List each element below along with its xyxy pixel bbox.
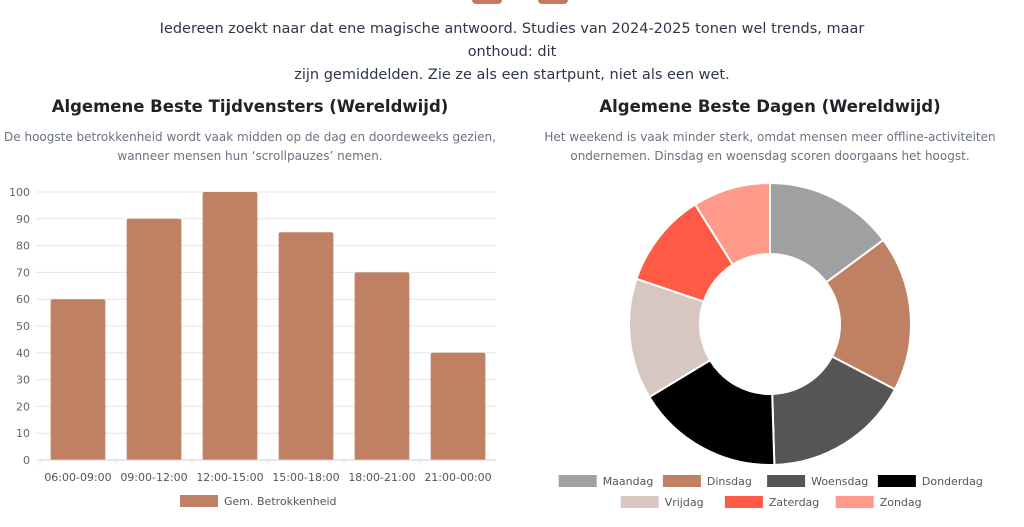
legend-label: Zaterdag — [769, 496, 819, 509]
legend-label: Maandag — [603, 475, 654, 488]
donut-chart-subtitle-line-1: Het weekend is vaak minder sterk, omdat … — [544, 130, 996, 144]
legend-swatch — [767, 475, 806, 487]
legend-swatch — [877, 475, 916, 487]
donut-slice — [771, 355, 897, 466]
x-tick-label: 09:00-12:00 — [120, 471, 187, 484]
y-tick-label: 70 — [16, 266, 30, 279]
legend-swatch — [620, 496, 659, 508]
y-tick-label: 40 — [16, 347, 30, 360]
y-tick-label: 20 — [16, 400, 30, 413]
bar — [354, 272, 410, 460]
y-tick-label: 80 — [16, 240, 30, 253]
bar-chart-subtitle: De hoogste betrokkenheid wordt vaak midd… — [0, 128, 500, 166]
bar — [278, 232, 334, 460]
legend-label: Dinsdag — [707, 475, 752, 488]
y-tick-label: 60 — [16, 293, 30, 306]
intro-text: Iedereen zoekt naar dat ene magische ant… — [140, 18, 884, 87]
header-decoration — [472, 0, 568, 4]
donut-chart-title: Algemene Beste Dagen (Wereldwijd) — [599, 97, 941, 116]
intro-line-2: zijn gemiddelden. Zie ze als een startpu… — [294, 67, 730, 83]
bar-chart-title: Algemene Beste Tijdvensters (Wereldwijd) — [51, 97, 449, 116]
y-tick-label: 50 — [16, 320, 30, 333]
x-tick-label: 21:00-00:00 — [424, 471, 491, 484]
x-tick-label: 12:00-15:00 — [196, 471, 263, 484]
y-tick-label: 10 — [16, 427, 30, 440]
donut-chart-subtitle-line-2: ondernemen. Dinsdag en woensdag scoren d… — [570, 149, 970, 163]
x-tick-label: 15:00-18:00 — [272, 471, 339, 484]
legend-swatch — [662, 475, 701, 487]
intro-line-1: Iedereen zoekt naar dat ene magische ant… — [159, 21, 865, 60]
y-tick-label: 100 — [9, 186, 30, 199]
x-tick-label: 06:00-09:00 — [44, 471, 111, 484]
legend-swatch — [835, 496, 874, 508]
donut-slice — [648, 358, 776, 466]
legend-swatch — [558, 475, 597, 487]
x-tick-label: 18:00-21:00 — [348, 471, 415, 484]
legend-swatch — [724, 496, 763, 508]
bar-chart: 0 10 20 30 40 50 60 70 80 90 100 06:00-09:00 09:00-1… — [9, 186, 496, 508]
bar — [126, 218, 182, 460]
legend-label: Woensdag — [811, 475, 868, 488]
bar-chart-subtitle-line-2: wanneer mensen hun ‘scrollpauzes’ nemen. — [117, 149, 383, 163]
bar-chart-subtitle-line-1: De hoogste betrokkenheid wordt vaak midd… — [4, 130, 496, 144]
legend-label: Gem. Betrokkenheid — [224, 495, 337, 508]
bar — [50, 299, 106, 460]
legend-swatch — [180, 495, 218, 507]
donut-chart-subtitle: Het weekend is vaak minder sterk, omdat … — [520, 128, 1020, 166]
y-tick-label: 0 — [23, 454, 30, 467]
legend-label: Vrijdag — [665, 496, 704, 509]
y-tick-label: 30 — [16, 374, 30, 387]
donut-chart: Maandag Dinsdag Woensdag Donderdag Vrijdag Za… — [558, 181, 983, 509]
bar — [430, 352, 486, 460]
legend-label: Donderdag — [922, 475, 983, 488]
bar — [202, 192, 258, 460]
y-tick-label: 90 — [16, 213, 30, 226]
donut-slice — [693, 181, 771, 267]
legend-label: Zondag — [880, 496, 922, 509]
